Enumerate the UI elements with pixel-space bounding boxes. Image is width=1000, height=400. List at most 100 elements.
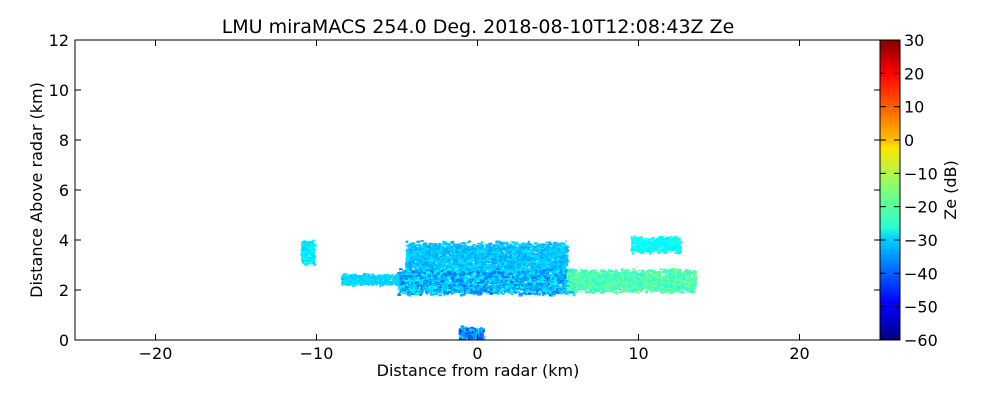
echo-pixel xyxy=(556,243,560,246)
echo-pixel xyxy=(433,254,435,256)
echo-pixel xyxy=(508,252,511,254)
echo-pixel xyxy=(453,250,457,252)
echo-pixel xyxy=(536,273,540,277)
echo-pixel xyxy=(553,272,557,274)
echo-pixel xyxy=(438,292,443,294)
echo-pixel xyxy=(501,269,506,270)
echo-pixel xyxy=(542,260,545,262)
echo-pixel xyxy=(565,249,569,252)
echo-pixel xyxy=(414,285,419,288)
echo-pixel xyxy=(565,256,569,258)
echo-pixel xyxy=(560,275,564,277)
echo-pixel xyxy=(435,264,438,267)
echo-pixel xyxy=(552,246,556,249)
echo-pixel xyxy=(485,282,490,284)
echo-pixel xyxy=(527,249,531,251)
echo-pixel xyxy=(517,256,520,259)
echo-pixel xyxy=(510,241,514,243)
echo-pixel xyxy=(561,254,566,257)
echo-pixel xyxy=(473,271,475,273)
echo-pixel xyxy=(505,246,509,249)
echo-pixel xyxy=(523,269,527,273)
echo-pixel xyxy=(535,256,540,259)
echo-pixel xyxy=(558,250,562,253)
echo-pixel xyxy=(445,248,449,252)
echo-pixel xyxy=(411,251,415,255)
echo-pixel xyxy=(531,270,536,274)
echo-pixel xyxy=(559,262,562,265)
echo-pixel xyxy=(493,250,497,254)
echo-pixel xyxy=(525,263,528,266)
echo-pixel xyxy=(556,272,559,275)
echo-pixel xyxy=(504,272,506,275)
echo-pixel xyxy=(397,293,401,296)
echo-pixel xyxy=(558,259,561,261)
echo-pixel xyxy=(553,290,558,294)
echo-pixel xyxy=(531,270,534,272)
echo-pixel xyxy=(549,251,551,253)
echo-pixel xyxy=(552,272,555,275)
echo-pixel xyxy=(457,249,460,251)
echo-pixel xyxy=(420,271,425,273)
echo-pixel xyxy=(490,259,494,262)
echo-pixel xyxy=(479,244,482,248)
echo-pixel xyxy=(470,262,473,266)
echo-pixel xyxy=(543,250,548,253)
echo-pixel xyxy=(547,245,550,247)
echo-pixel xyxy=(420,240,424,242)
echo-pixel xyxy=(549,242,552,244)
echo-pixel xyxy=(459,244,463,248)
echo-pixel xyxy=(426,256,430,260)
echo-pixel xyxy=(440,245,444,248)
echo-pixel xyxy=(415,291,418,294)
echo-pixel xyxy=(547,259,551,263)
echo-pixel xyxy=(494,247,499,250)
echo-pixel xyxy=(540,270,542,273)
echo-pixel xyxy=(484,252,488,254)
echo-pixel xyxy=(446,256,449,258)
echo-pixel xyxy=(506,254,509,256)
echo-pixel xyxy=(462,255,465,259)
echo-pixel xyxy=(526,269,530,272)
echo-pixel xyxy=(475,246,479,250)
echo-pixel xyxy=(549,254,554,258)
echo-pixel xyxy=(420,266,424,268)
echo-pixel xyxy=(492,246,495,250)
echo-pixel xyxy=(492,248,495,251)
echo-pixel xyxy=(465,272,470,274)
echo-pixel xyxy=(561,262,565,266)
echo-pixel xyxy=(439,243,441,246)
echo-pixel xyxy=(554,260,557,263)
echo-pixel xyxy=(507,260,510,263)
echo-pixel xyxy=(547,258,551,260)
echo-pixel xyxy=(536,245,539,248)
echo-pixel xyxy=(480,250,484,253)
echo-pixel xyxy=(495,268,499,270)
echo-pixel xyxy=(504,270,507,273)
echo-pixel xyxy=(406,283,409,287)
echo-pixel xyxy=(550,261,553,263)
echo-pixel xyxy=(416,253,420,257)
echo-pixel xyxy=(559,292,562,294)
echo-pixel xyxy=(520,257,523,259)
echo-pixel xyxy=(471,253,474,256)
echo-pixel xyxy=(405,261,409,264)
echo-pixel xyxy=(537,252,541,254)
echo-pixel xyxy=(458,289,462,292)
echo-pixel xyxy=(475,270,479,272)
echo-pixel xyxy=(435,269,439,272)
echo-pixel xyxy=(563,286,566,290)
echo-pixel xyxy=(558,266,563,269)
echo-pixel xyxy=(547,251,550,253)
echo-pixel xyxy=(414,247,418,251)
echo-pixel xyxy=(543,257,546,261)
echo-pixel xyxy=(498,246,503,249)
echo-pixel xyxy=(516,246,519,250)
echo-pixel xyxy=(549,268,553,271)
echo-pixel xyxy=(468,256,472,259)
echo-pixel xyxy=(555,271,559,274)
echo-pixel xyxy=(504,249,507,252)
echo-pixel xyxy=(542,265,546,269)
echo-pixel xyxy=(518,267,522,271)
echo-pixel xyxy=(452,259,456,262)
